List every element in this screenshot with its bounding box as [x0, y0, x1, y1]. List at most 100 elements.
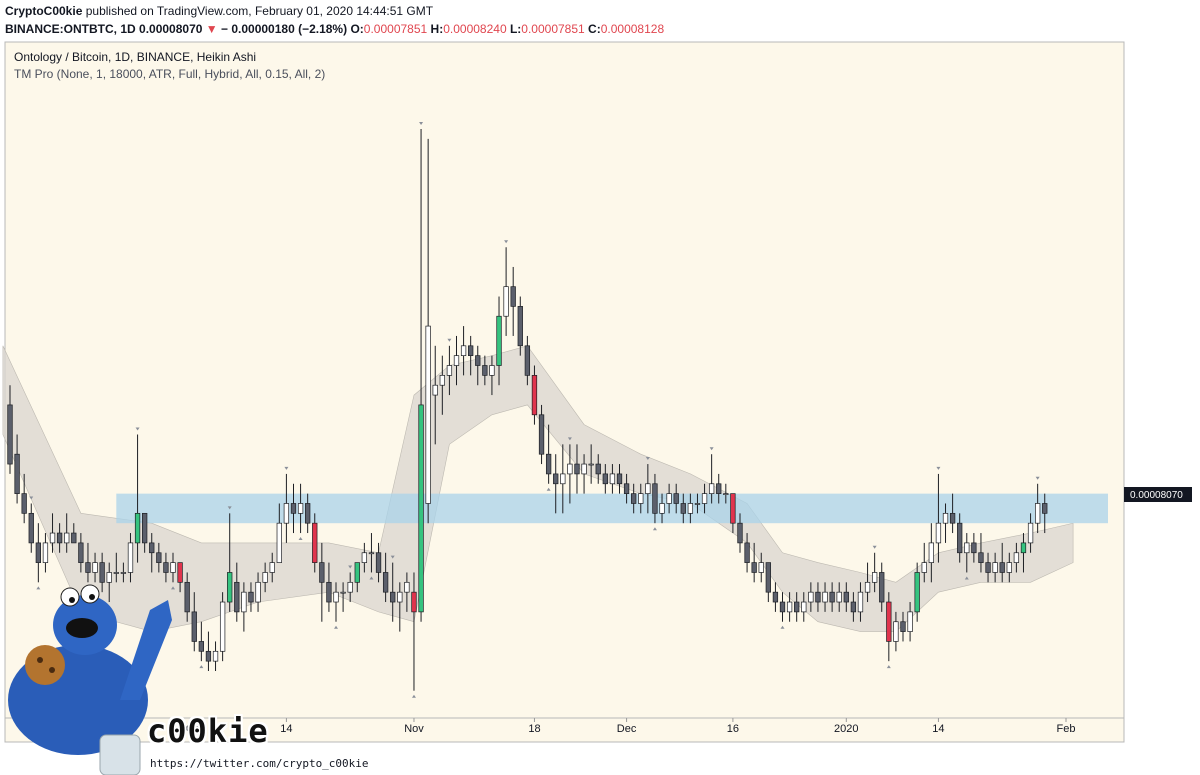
candle-body[interactable] [134, 512, 141, 544]
candle-body[interactable] [531, 375, 538, 416]
candle-body[interactable] [234, 581, 240, 613]
candle-body[interactable] [177, 562, 183, 583]
candle-body[interactable] [333, 591, 339, 603]
candle-body[interactable] [1006, 562, 1012, 573]
candle-body[interactable] [588, 463, 594, 466]
candle-body[interactable] [850, 601, 857, 613]
candle-body[interactable] [42, 542, 49, 563]
candle-body[interactable] [113, 572, 119, 574]
candle-body[interactable] [545, 453, 552, 475]
candle-body[interactable] [857, 591, 864, 613]
candle-body[interactable] [319, 562, 325, 583]
candle-body[interactable] [935, 522, 942, 544]
candle-body[interactable] [631, 493, 637, 504]
candle-body[interactable] [297, 503, 304, 514]
candle-body[interactable] [227, 572, 233, 603]
candle-body[interactable] [815, 591, 821, 603]
candle-body[interactable] [340, 591, 346, 594]
candle-body[interactable] [879, 572, 885, 603]
candle-body[interactable] [241, 591, 247, 613]
candle-body[interactable] [290, 503, 297, 514]
candle-body[interactable] [191, 611, 197, 642]
candle-body[interactable] [864, 581, 871, 593]
candle-body[interactable] [567, 463, 573, 475]
candle-body[interactable] [723, 493, 729, 495]
candle-body[interactable] [326, 581, 332, 603]
candle-body[interactable] [680, 503, 686, 514]
candle-body[interactable] [198, 641, 205, 652]
candle-body[interactable] [503, 286, 509, 317]
candle-body[interactable] [92, 562, 98, 573]
candle-body[interactable] [382, 572, 389, 593]
candle-body[interactable] [354, 562, 360, 583]
candle-body[interactable] [1035, 503, 1041, 524]
candle-body[interactable] [964, 542, 970, 554]
candle-body[interactable] [978, 552, 984, 563]
candle-body[interactable] [468, 345, 474, 357]
candle-body[interactable] [737, 522, 743, 544]
candle-body[interactable] [411, 591, 417, 613]
candle-body[interactable] [786, 601, 793, 613]
candle-body[interactable] [652, 483, 658, 514]
candle-body[interactable] [248, 591, 254, 603]
candle-body[interactable] [7, 404, 13, 465]
candle-body[interactable] [701, 493, 708, 504]
candle-body[interactable] [390, 591, 396, 603]
candle-body[interactable] [871, 572, 878, 583]
candle-body[interactable] [14, 453, 20, 494]
candle-body[interactable] [907, 611, 913, 632]
candle-body[interactable] [404, 581, 410, 593]
candle-body[interactable] [156, 552, 162, 563]
candle-body[interactable] [219, 601, 226, 652]
candle-body[interactable] [779, 601, 786, 613]
candle-body[interactable] [475, 355, 481, 366]
candle-body[interactable] [142, 512, 148, 544]
candle-body[interactable] [439, 375, 445, 386]
candle-body[interactable] [99, 562, 105, 583]
candle-body[interactable] [397, 591, 403, 603]
candle-body[interactable] [893, 621, 899, 642]
candle-body[interactable] [659, 503, 665, 514]
candle-body[interactable] [595, 463, 601, 475]
candle-body[interactable] [368, 552, 375, 555]
candle-body[interactable] [276, 522, 282, 563]
candle-body[interactable] [694, 503, 701, 505]
candle-body[interactable] [163, 562, 169, 573]
candle-body[interactable] [49, 532, 56, 544]
candle-body[interactable] [673, 493, 679, 504]
candle-body[interactable] [106, 572, 112, 583]
candle-body[interactable] [305, 503, 311, 524]
candle-body[interactable] [524, 345, 531, 376]
candle-body[interactable] [829, 591, 835, 603]
candle-body[interactable] [262, 572, 268, 583]
candle-body[interactable] [801, 601, 807, 613]
support-zone[interactable] [116, 493, 1109, 524]
candle-body[interactable] [255, 581, 261, 603]
candle-body[interactable] [836, 591, 842, 603]
candle-body[interactable] [886, 601, 892, 642]
candle-body[interactable] [999, 562, 1005, 573]
candle-body[interactable] [1020, 542, 1027, 554]
candle-body[interactable] [375, 552, 382, 573]
publisher-name[interactable]: CryptoC00kie [5, 4, 83, 18]
candle-body[interactable] [921, 562, 927, 573]
candle-body[interactable] [460, 345, 467, 357]
candle-body[interactable] [744, 542, 750, 563]
candle-body[interactable] [914, 572, 920, 613]
candle-body[interactable] [170, 562, 176, 573]
candle-body[interactable] [666, 493, 672, 504]
candle-body[interactable] [609, 473, 616, 485]
candle-body[interactable] [985, 562, 991, 573]
candle-body[interactable] [553, 473, 559, 485]
watermark-url[interactable]: https://twitter.com/crypto_c00kie [150, 757, 369, 770]
candle-body[interactable] [35, 542, 41, 563]
candle-body[interactable] [1042, 503, 1048, 514]
candle-body[interactable] [120, 572, 127, 574]
candle-body[interactable] [149, 542, 155, 554]
candle-body[interactable] [425, 325, 431, 504]
candle-body[interactable] [560, 473, 566, 485]
candle-body[interactable] [127, 542, 134, 573]
time-axis[interactable]: Oct 14 Nov 18 Dec 16 2020 14 Feb [186, 718, 1076, 735]
candle-body[interactable] [751, 562, 757, 573]
candle-body[interactable] [928, 542, 934, 563]
